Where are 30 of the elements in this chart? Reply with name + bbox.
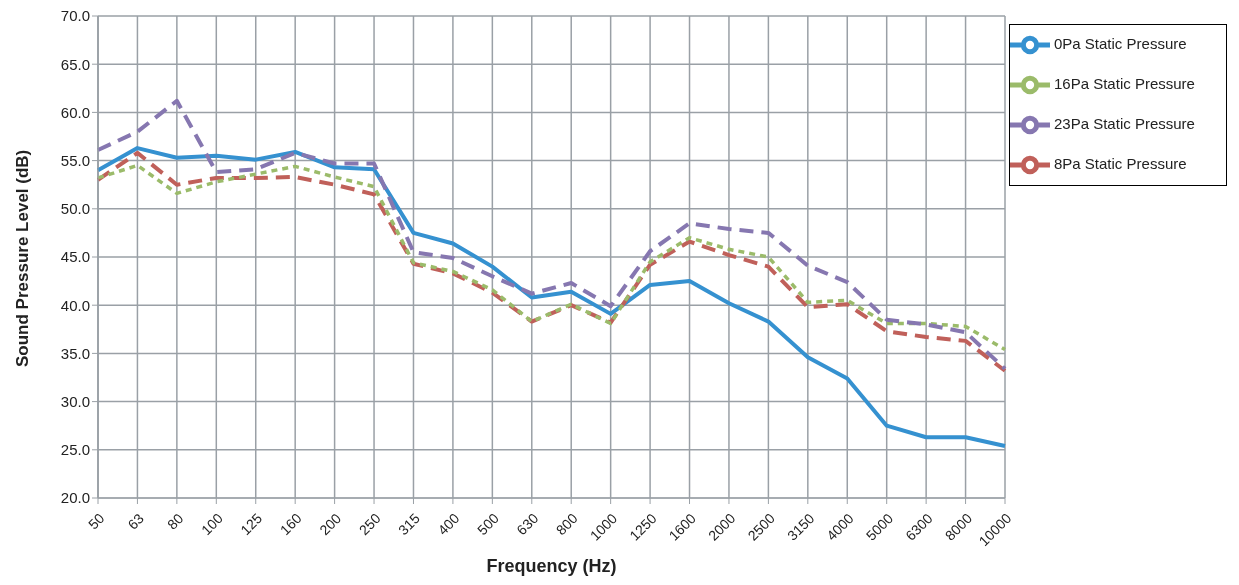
x-tick-label: 63 [124, 510, 148, 533]
x-tick-label: 800 [552, 510, 581, 538]
x-tick-label: 400 [434, 510, 463, 538]
y-tick-label: 30.0 [60, 392, 90, 410]
y-tick-label: 40.0 [60, 296, 90, 314]
legend-label: 16Pa Static Pressure [1054, 75, 1195, 93]
legend-label: 0Pa Static Pressure [1054, 35, 1187, 53]
y-tick-label: 25.0 [60, 441, 90, 459]
x-tick-label: 200 [316, 510, 345, 538]
y-tick-label: 50.0 [60, 200, 90, 218]
x-tick-label: 160 [276, 510, 305, 538]
y-axis-title: Sound Pressure Level (dB) [13, 149, 33, 367]
x-tick-label: 80 [164, 510, 187, 533]
legend-label: 8Pa Static Pressure [1054, 155, 1187, 173]
y-tick-label: 45.0 [60, 248, 90, 266]
y-tick-label: 20.0 [60, 489, 90, 507]
x-axis-title: Frequency (Hz) [486, 556, 617, 576]
x-tick-label: 50 [85, 510, 108, 533]
x-tick-label: 125 [237, 510, 266, 538]
y-tick-label: 70.0 [60, 7, 90, 25]
x-tick-label: 630 [513, 510, 542, 538]
legend-label: 23Pa Static Pressure [1054, 115, 1195, 133]
x-tick-label: 250 [355, 510, 384, 538]
y-tick-label: 35.0 [60, 344, 90, 362]
y-tick-label: 55.0 [60, 151, 90, 169]
y-tick-label: 60.0 [60, 103, 90, 121]
x-tick-label: 315 [395, 510, 424, 538]
x-tick-label: 100 [197, 510, 226, 538]
x-tick-label: 500 [474, 510, 502, 538]
y-tick-label: 65.0 [60, 55, 90, 73]
